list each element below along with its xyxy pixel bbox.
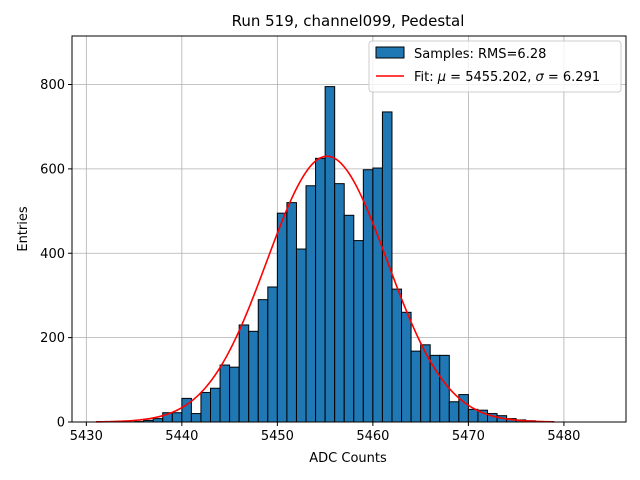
histogram-bar — [439, 354, 450, 423]
histogram-bar — [324, 86, 336, 423]
x-tick-label: 5460 — [356, 429, 389, 444]
histogram-bar — [286, 202, 297, 423]
x-axis-ticks: 5430 5440 5450 5460 5470 5480 — [70, 422, 580, 444]
y-tick-label: 400 — [40, 247, 65, 262]
histogram-bar — [219, 364, 231, 423]
y-tick-label: 600 — [40, 162, 65, 177]
x-tick-label: 5430 — [70, 429, 103, 444]
histogram-bar — [295, 248, 307, 423]
histogram-bar — [372, 167, 383, 423]
x-tick-label: 5450 — [261, 429, 294, 444]
legend-fit-sigma-value: = 6.291 — [544, 70, 600, 85]
x-tick-label: 5470 — [452, 429, 485, 444]
chart-title: Run 519, channel099, Pedestal — [232, 12, 465, 30]
histogram-bar — [190, 413, 202, 423]
histogram-bar — [334, 183, 345, 423]
histogram-bar — [238, 324, 250, 423]
histogram-bar — [171, 412, 183, 423]
legend-fit-mu-symbol: μ — [437, 70, 446, 85]
x-tick-label: 5480 — [547, 429, 580, 444]
histogram-bar — [401, 311, 412, 423]
fit-curve — [95, 155, 555, 423]
legend-fit-sigma-symbol: σ — [536, 70, 545, 85]
histogram-bar — [276, 212, 288, 423]
histogram-bar — [362, 169, 374, 423]
histogram-bar — [353, 240, 364, 423]
legend: Samples: RMS=6.28 Fit: μ = 5455.202, σ =… — [368, 40, 622, 93]
legend-hist-swatch — [375, 46, 405, 59]
histogram-bar — [410, 350, 422, 423]
histogram-bar — [391, 288, 403, 423]
y-tick-label: 800 — [40, 78, 65, 93]
histogram-bar — [200, 391, 211, 423]
y-axis-label: Entries — [16, 206, 31, 252]
x-axis-label: ADC Counts — [309, 451, 387, 466]
legend-fit-label: Fit: μ = 5455.202, σ = 6.291 — [414, 70, 600, 85]
histogram-bar — [343, 214, 355, 423]
histogram-bar — [429, 354, 441, 423]
histogram-bar — [210, 387, 221, 423]
histogram-bar — [152, 418, 164, 423]
histogram-bar — [381, 111, 393, 423]
legend-fit-mu-value: = 5455.202, — [446, 70, 535, 85]
legend-fit-prefix: Fit: — [414, 70, 438, 85]
plot-frame — [71, 35, 627, 423]
histogram-bar — [267, 286, 278, 423]
y-tick-label: 200 — [40, 331, 65, 346]
legend-hist-label: Samples: RMS=6.28 — [414, 47, 546, 62]
histogram-bar — [229, 366, 240, 423]
histogram-bar — [257, 299, 269, 423]
y-tick-label: 0 — [57, 416, 65, 431]
histogram-bars — [133, 86, 546, 423]
fit-curve-layer — [95, 155, 555, 423]
x-tick-label: 5440 — [165, 429, 198, 444]
histogram-bar — [420, 344, 431, 423]
histogram-bar — [315, 157, 326, 423]
histogram-bar — [248, 330, 259, 423]
histogram-bar — [467, 408, 479, 423]
histogram-bar — [448, 401, 460, 423]
histogram-bar — [305, 185, 317, 423]
legend-box — [368, 40, 622, 93]
y-axis-ticks: 0 200 400 600 800 — [40, 78, 72, 431]
